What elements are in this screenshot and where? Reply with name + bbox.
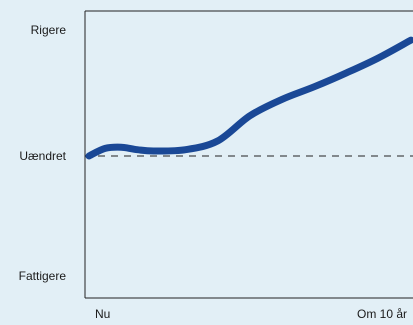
y-tick-label: Fattigere <box>19 269 67 283</box>
x-tick-label: Om 10 år <box>357 307 407 321</box>
y-tick-labels: Rigere Uændret Fattigere <box>19 23 67 283</box>
series-line <box>85 36 413 160</box>
y-tick-label: Rigere <box>31 23 67 37</box>
axis-layer <box>84 10 413 299</box>
x-tick-label: Nu <box>95 307 110 321</box>
series-layer <box>85 36 413 160</box>
x-tick-labels: Nu Om 10 år <box>95 307 407 321</box>
y-tick-label: Uændret <box>19 149 66 163</box>
